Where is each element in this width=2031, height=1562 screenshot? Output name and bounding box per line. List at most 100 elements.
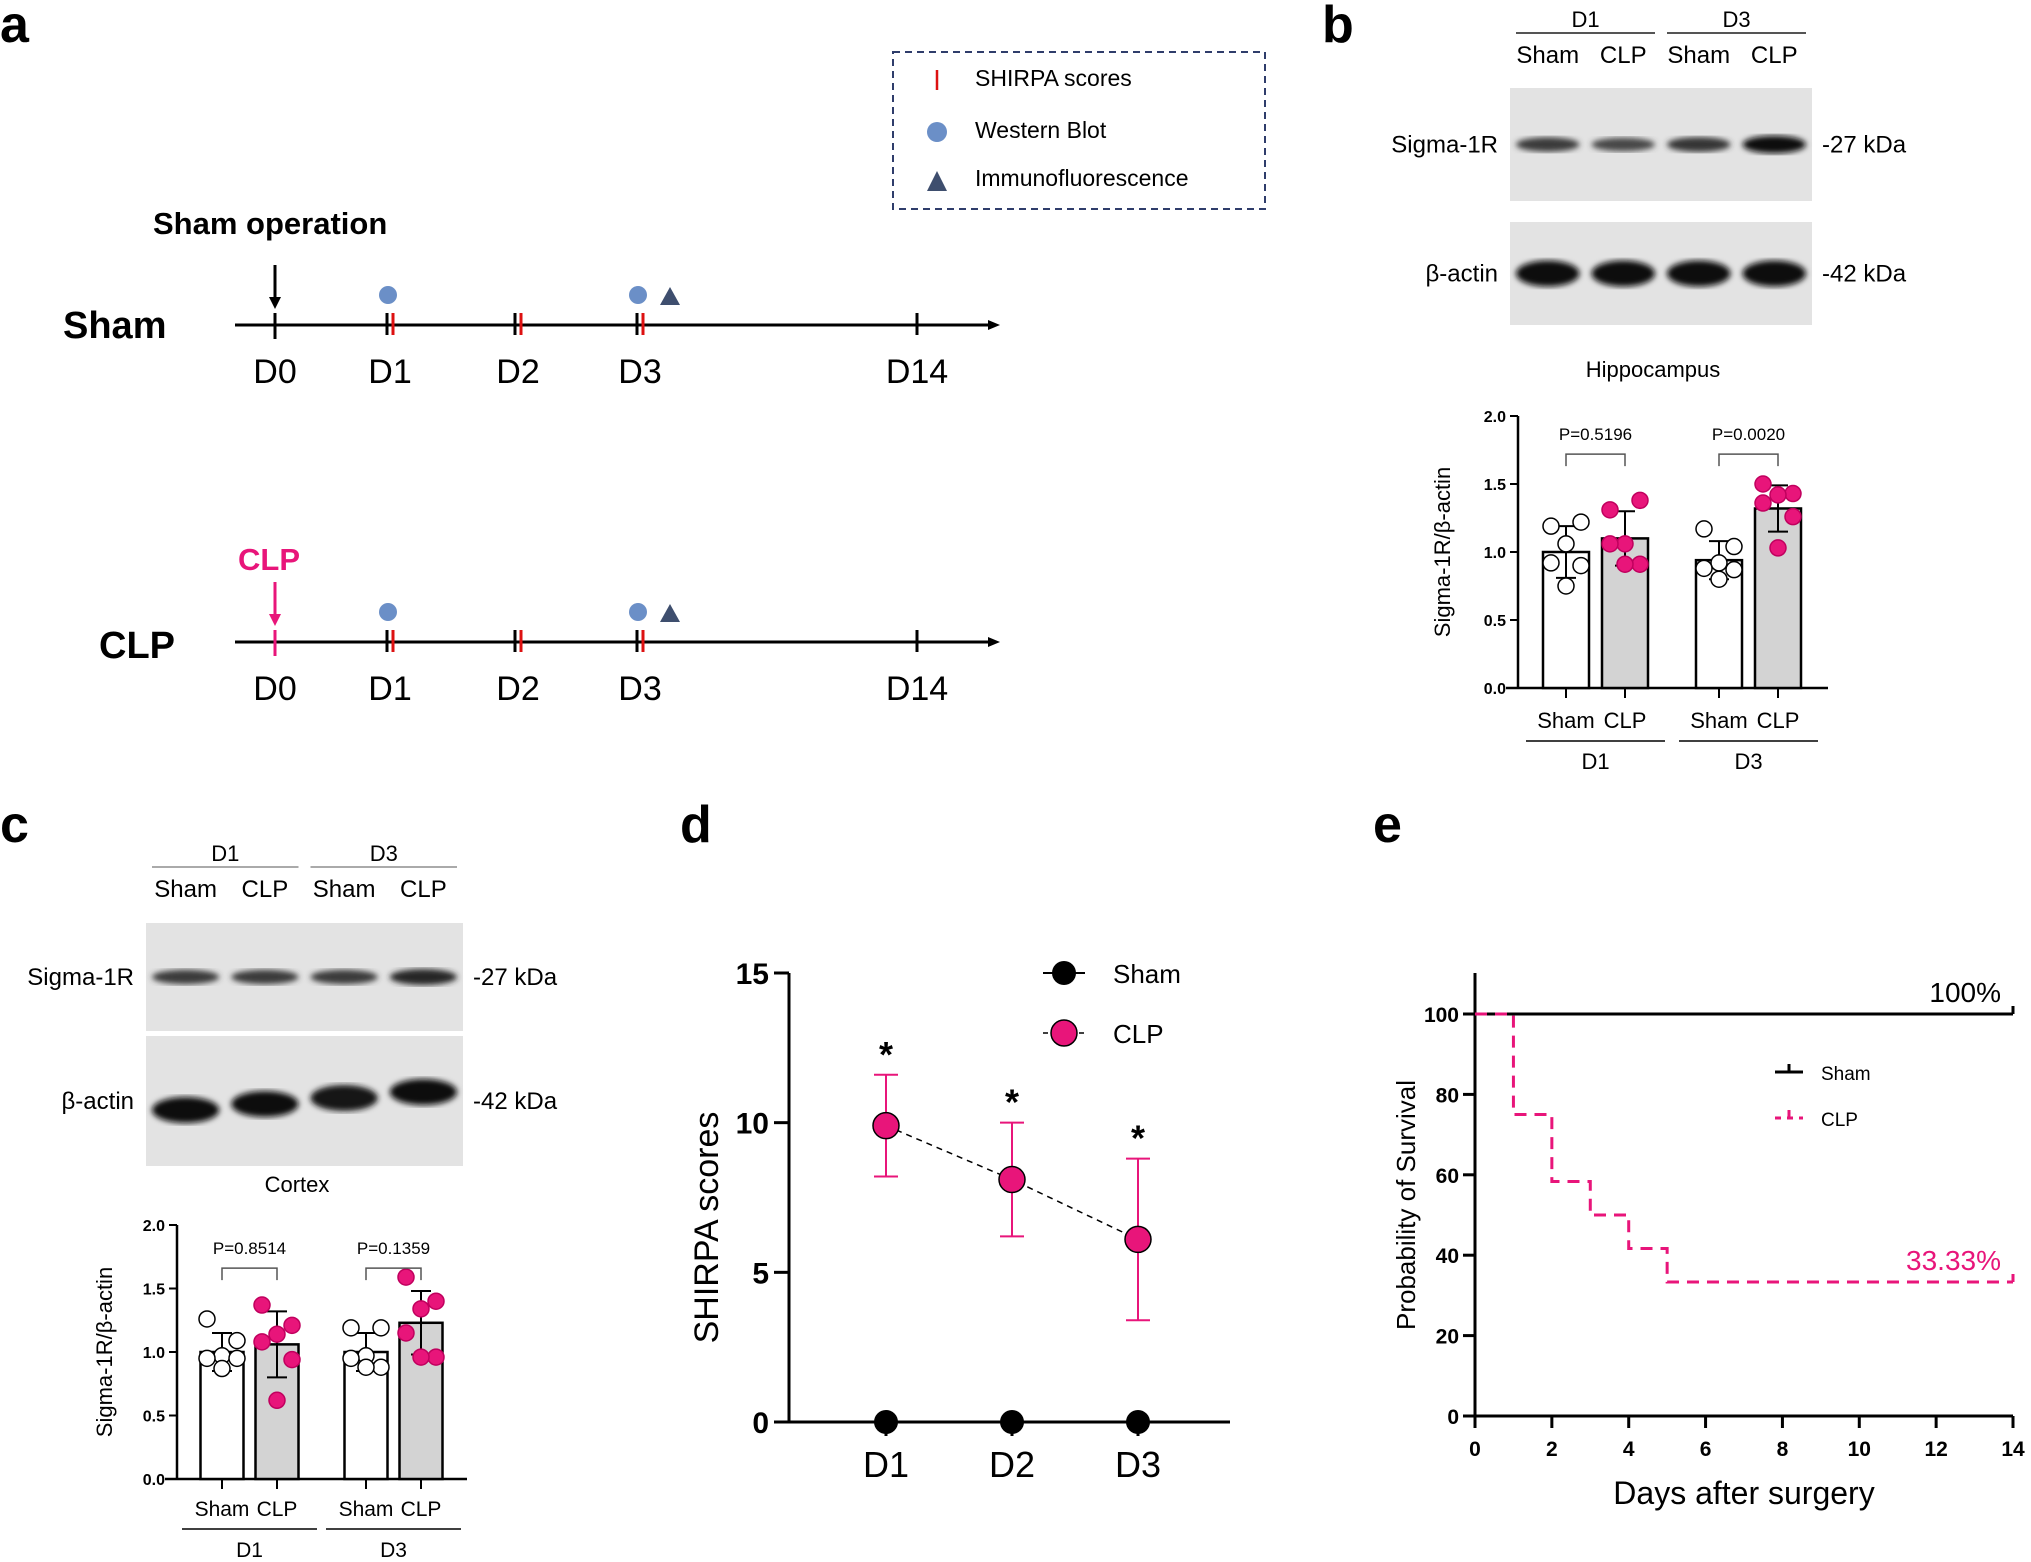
panel-letter-b: b [1322,0,1354,54]
protein-band [1742,260,1806,287]
blot-group-label: D3 [1722,7,1750,32]
clp-data-point [268,1325,286,1343]
clp-data-point [998,1165,1026,1194]
bar-chart-cortex: 0.0 0.5 1.0 1.5 2.0 Sigma-1R/β-actin Sham CLP Sh… [92,1218,467,1562]
shirpa-line-chart: 0 5 10 15 SHIRPA scores D1 D2 D3 * * * Sham CLP [688,958,1230,1485]
sham-data-point [342,1349,360,1368]
western-blot-circle-icon [379,603,397,621]
clp-data-point [1601,501,1619,519]
legend-label-shirpa: SHIRPA scores [975,65,1132,91]
x-group-label: D1 [1581,749,1609,774]
x-tick-label: 6 [1700,1438,1712,1461]
sham-data-point [1572,556,1590,575]
clp-data-point [427,1292,445,1310]
operation-arrow-icon [269,297,281,309]
clp-data-point [268,1391,286,1410]
band-name-label: Sigma-1R [1391,132,1498,159]
y-tick-label: 2.0 [1484,409,1506,426]
protein-band [1667,137,1731,152]
western-blot-cortex: D1 D3 Sham CLP Sham CLP Sigma-1R -27 kDa β-actin… [27,841,558,1166]
bar [1753,507,1803,690]
protein-band [231,1091,299,1117]
tissue-label-cortex: Cortex [265,1172,330,1197]
western-blot-circle-icon [629,286,647,304]
bar-chart-hippocampus: 0.0 0.5 1.0 1.5 2.0 Sigma-1R/β-actin Sham CLP Sh… [1430,409,1828,774]
p-value-label: P=0.0020 [1712,425,1785,444]
x-tick-label: 0 [1469,1438,1481,1461]
survival-end-label: 100% [1929,977,2001,1008]
x-category-label: CLP [401,1498,442,1521]
protein-band [1591,137,1655,152]
clp-data-point [1769,486,1787,504]
timepoint-label: D0 [253,353,296,391]
legend-clp-marker-icon [1050,1019,1078,1047]
clp-data-point [1124,1225,1152,1254]
blot-group-label: D3 [370,841,398,866]
clp-data-point [1754,494,1772,512]
timepoint-label: D1 [368,670,411,708]
x-category-label: CLP [1757,708,1800,733]
x-category-label: CLP [257,1498,298,1521]
sham-data-point [372,1358,390,1376]
sham-operation-label: Sham operation [153,206,387,241]
y-tick-label: 0 [1447,1406,1459,1429]
panel-letter-c: c [0,796,29,854]
y-tick-label: 0 [752,1407,769,1440]
operation-arrow-icon [269,614,281,626]
protein-band [231,969,299,985]
timepoint-label: D14 [886,670,948,708]
x-category-label: Sham [1537,708,1594,733]
clp-data-point [427,1348,445,1366]
clp-survival-curve [1475,1012,2013,1284]
panel-letter-e: e [1373,796,1402,854]
timepoint-label: D3 [618,670,661,708]
x-category-label: Sham [195,1498,250,1521]
timeline-arrowhead-icon [988,637,1000,647]
clp-data-point [872,1111,900,1140]
significance-bracket [221,1267,278,1281]
y-tick-label: 10 [736,1108,769,1141]
protein-band [389,969,457,985]
x-category-label: CLP [1604,708,1647,733]
tissue-label-hippocampus: Hippocampus [1586,357,1721,382]
x-tick-label: 8 [1777,1438,1789,1461]
timepoint-label: D3 [618,353,661,391]
sham-data-point [342,1319,360,1337]
clp-operation-label: CLP [238,542,300,577]
lane-label: CLP [1751,42,1798,69]
clp-data-point [397,1268,415,1286]
clp-data-point [397,1324,415,1342]
panel-b-hippocampus: b D1 D3 Sham CLP Sham CLP Sigma-1R -27 kDa β-act… [1322,0,1907,774]
sham-data-point [1557,535,1575,553]
clp-data-point [1616,535,1634,553]
band-name-label: β-actin [62,1088,135,1115]
legend-label-western-blot: Western Blot [975,117,1107,143]
protein-band [1516,260,1580,287]
x-category-label: Sham [1690,708,1747,733]
timeline-legend-box: SHIRPA scores Western Blot Immunofluores… [892,51,1266,210]
x-tick-label: 10 [1848,1438,1871,1461]
band-name-label: Sigma-1R [27,964,134,991]
lane-label: Sham [1516,42,1579,69]
y-axis-label: Probability of Survival [1391,1080,1421,1330]
sham-data-point [1695,559,1713,578]
legend-clp-label: CLP [1113,1019,1164,1049]
sham-data-point [1572,513,1590,531]
band-marker-label: -42 kDa [1822,261,1907,288]
significance-bracket [1565,453,1626,467]
clp-data-point [1616,555,1634,573]
y-axis-label: SHIRPA scores [688,1112,726,1344]
sham-data-point [1710,570,1728,588]
significance-bracket [1718,453,1779,467]
clp-data-point [253,1333,271,1351]
clp-data-point [1784,484,1802,503]
sham-timeline: D0 D1 D2 D3 D14 [235,265,1000,391]
legend-box-border [892,51,1266,210]
x-group-label: D1 [236,1539,263,1557]
lane-label: Sham [313,876,376,903]
x-tick-label: 14 [2001,1438,2025,1461]
band-marker-label: -27 kDa [473,964,558,991]
significance-asterisk: * [1005,1082,1019,1123]
sham-data-point [1695,520,1713,538]
